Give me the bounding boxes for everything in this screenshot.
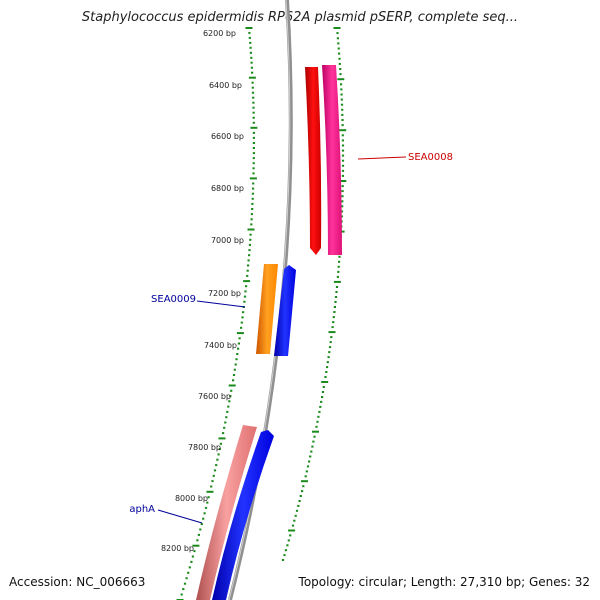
leader-line-apha <box>157 509 203 524</box>
inner-tick-ring <box>176 27 258 600</box>
gene-arrow-blue-1[interactable] <box>274 265 296 356</box>
ruler-labels: 6200 bp 6400 bp 6600 bp 6800 bp 7000 bp … <box>161 29 244 553</box>
ruler-label: 7600 bp <box>198 392 231 401</box>
ruler-label: 7800 bp <box>188 443 221 452</box>
ruler-label: 7400 bp <box>204 341 237 350</box>
ruler-label: 8200 bp <box>161 544 194 553</box>
outer-tick-ring <box>281 27 347 561</box>
leader-line-sea0009 <box>196 300 246 308</box>
ruler-label: 7200 bp <box>208 289 241 298</box>
topology-summary: Topology: circular; Length: 27,310 bp; G… <box>298 575 590 589</box>
ruler-label: 6400 bp <box>209 81 242 90</box>
map-title: Staphylococcus epidermidis RP62A plasmid… <box>81 10 519 25</box>
gene-label-apha[interactable]: aphA <box>129 504 155 515</box>
leader-line-sea0008 <box>357 156 407 160</box>
ruler-label: 6600 bp <box>211 132 244 141</box>
gene-label-sea0009[interactable]: SEA0009 <box>151 294 196 305</box>
gene-arrow-pink[interactable] <box>322 65 342 255</box>
gene-label-sea0008[interactable]: SEA0008 <box>408 152 453 163</box>
gene-arrow-orange[interactable] <box>256 264 278 354</box>
ruler-label: 8000 bp <box>175 494 208 503</box>
accession-label: Accession: NC_006663 <box>9 575 146 589</box>
gene-arrow-salmon[interactable] <box>196 425 257 600</box>
gene-arrow-red[interactable] <box>305 67 322 255</box>
ruler-label: 6200 bp <box>203 29 236 38</box>
ruler-label: 7000 bp <box>211 236 244 245</box>
gene-arrow-blue-2[interactable] <box>212 430 274 600</box>
ruler-label: 6800 bp <box>211 184 244 193</box>
